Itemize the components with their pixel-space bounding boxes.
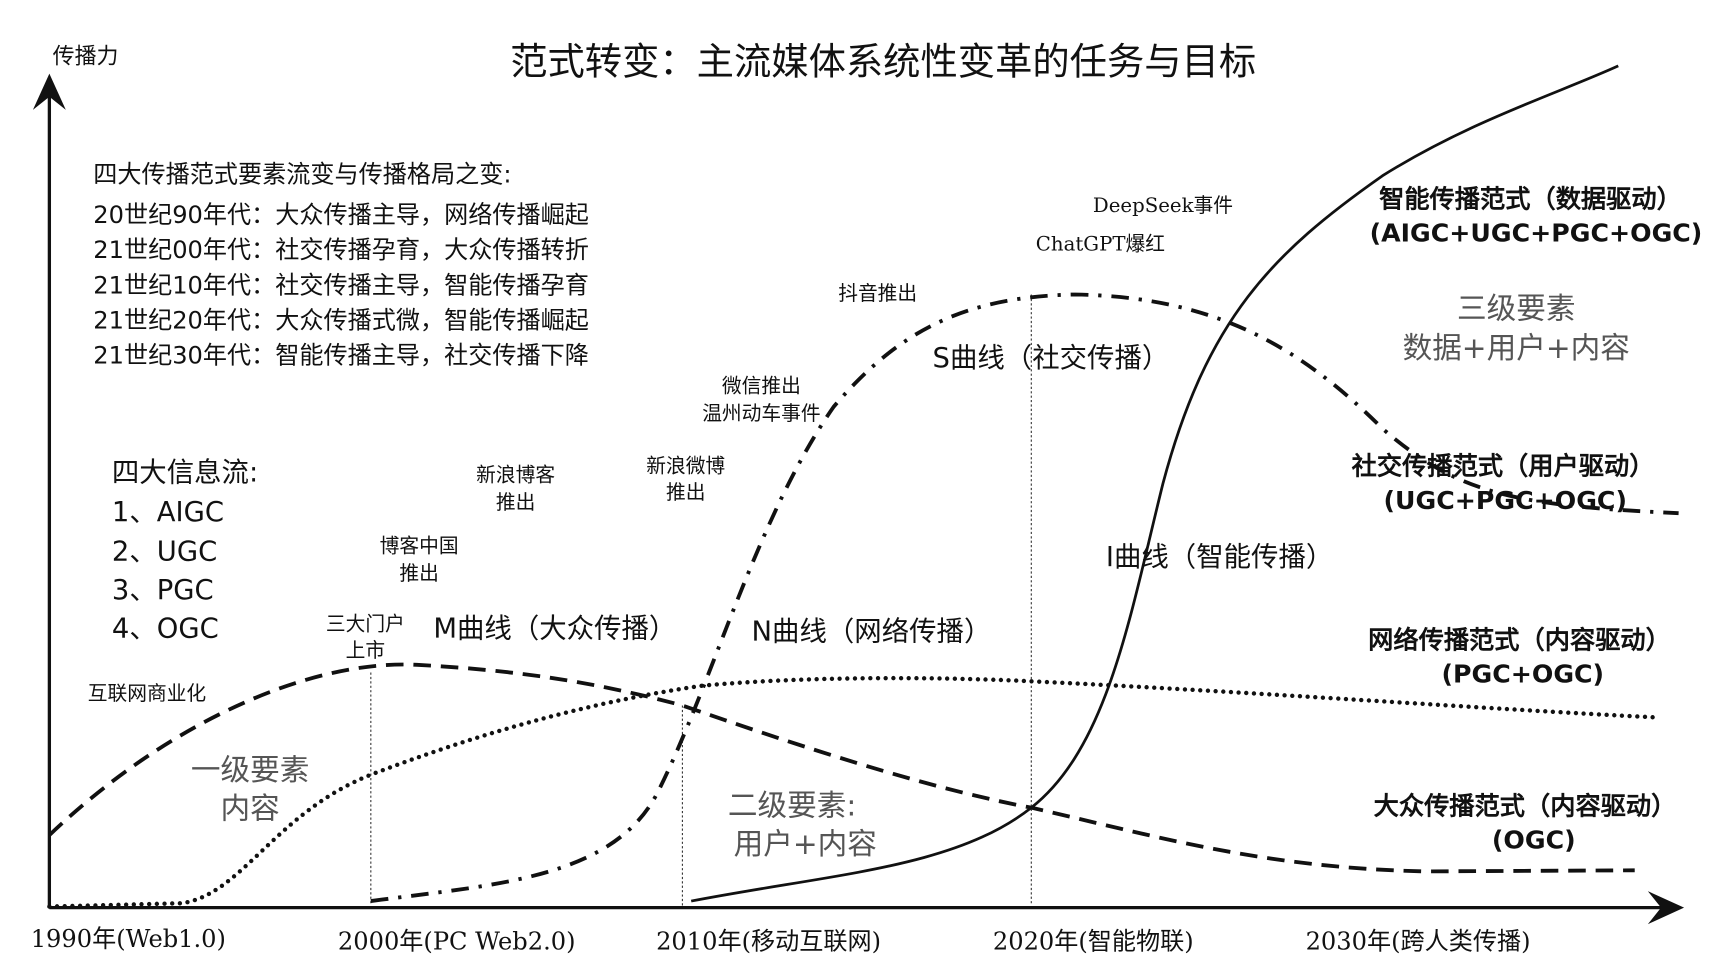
event-blogchina: 推出 bbox=[399, 562, 438, 585]
s-curve bbox=[370, 292, 1679, 903]
level-first: 一级要素 bbox=[191, 752, 309, 787]
level-second: 二级要素: bbox=[728, 787, 856, 822]
event-weibo: 推出 bbox=[666, 481, 705, 504]
info-flow-item: 3、PGC bbox=[112, 575, 214, 606]
x-tick-2030: 2030年(跨人类传播) bbox=[1306, 927, 1531, 955]
paradigm-line: 20世纪90年代：大众传播主导，网络传播崛起 bbox=[93, 201, 589, 229]
m-curve-label: M曲线（大众传播） bbox=[433, 613, 676, 644]
paradigm-line: 21世纪10年代：社交传播主导，智能传播孕育 bbox=[93, 271, 589, 299]
paradigm-social: 社交传播范式（用户驱动） bbox=[1351, 452, 1655, 481]
event-sinablog: 推出 bbox=[496, 491, 535, 514]
info-flow-item: 1、AIGC bbox=[112, 497, 224, 528]
paradigm-intelligent: 智能传播范式（数据驱动） bbox=[1379, 185, 1682, 214]
info-flow-item: 2、UGC bbox=[112, 536, 217, 567]
event-portals: 三大门户 bbox=[326, 613, 405, 636]
x-tick-2020: 2020年(智能物联) bbox=[993, 927, 1194, 955]
paradigm-line: 21世纪00年代：社交传播孕育，大众传播转折 bbox=[93, 236, 589, 264]
s-curve-label: S曲线（社交传播） bbox=[933, 343, 1170, 374]
event-weibo: 新浪微博 bbox=[646, 454, 725, 477]
paradigm-social: (UGC+PGC+OGC) bbox=[1384, 486, 1627, 515]
x-tick-2000: 2000年(PC Web2.0) bbox=[338, 927, 576, 955]
info-flow-item: 4、OGC bbox=[112, 613, 219, 644]
event-deepseek: DeepSeek事件 bbox=[1093, 194, 1233, 217]
paradigm-network: 网络传播范式（内容驱动） bbox=[1368, 625, 1671, 654]
i-curve bbox=[690, 64, 1619, 903]
event-portals: 上市 bbox=[346, 639, 385, 662]
level-first: 内容 bbox=[221, 791, 280, 826]
n-curve bbox=[47, 675, 1662, 909]
level-third: 三级要素 bbox=[1457, 291, 1575, 326]
paradigm-mass: (OGC) bbox=[1492, 825, 1576, 854]
paradigm-line: 21世纪20年代：大众传播式微，智能传播崛起 bbox=[93, 307, 589, 335]
event-douyin: 抖音推出 bbox=[838, 282, 917, 305]
event-blogchina: 博客中国 bbox=[380, 535, 459, 558]
event-wechat: 微信推出 bbox=[722, 374, 801, 397]
x-tick-1990: 1990年(Web1.0) bbox=[31, 925, 226, 953]
event-chatgpt: ChatGPT爆红 bbox=[1036, 233, 1165, 256]
n-curve-label: N曲线（网络传播） bbox=[752, 617, 992, 648]
event-commercial: 互联网商业化 bbox=[88, 682, 206, 705]
level-third: 数据+用户+内容 bbox=[1403, 330, 1630, 365]
paradigm-heading: 四大传播范式要素流变与传播格局之变: bbox=[93, 160, 511, 188]
event-sinablog: 新浪博客 bbox=[476, 463, 555, 486]
paradigm-network: (PGC+OGC) bbox=[1442, 659, 1605, 688]
i-curve-label: I曲线（智能传播） bbox=[1106, 542, 1333, 573]
event-wechat: 温州动车事件 bbox=[702, 402, 820, 425]
paradigm-intelligent: (AIGC+UGC+PGC+OGC) bbox=[1370, 219, 1703, 248]
x-tick-2010: 2010年(移动互联网) bbox=[656, 927, 881, 955]
info-flows-heading: 四大信息流: bbox=[112, 457, 258, 488]
m-curve bbox=[48, 662, 1635, 874]
paradigm-line: 21世纪30年代：智能传播主导，社交传播下降 bbox=[93, 342, 589, 370]
y-axis-label: 传播力 bbox=[53, 45, 119, 70]
level-second: 用户+内容 bbox=[734, 826, 877, 861]
paradigm-mass: 大众传播范式（内容驱动） bbox=[1374, 791, 1677, 820]
diagram-title: 范式转变：主流媒体系统性变革的任务与目标 bbox=[510, 40, 1256, 84]
